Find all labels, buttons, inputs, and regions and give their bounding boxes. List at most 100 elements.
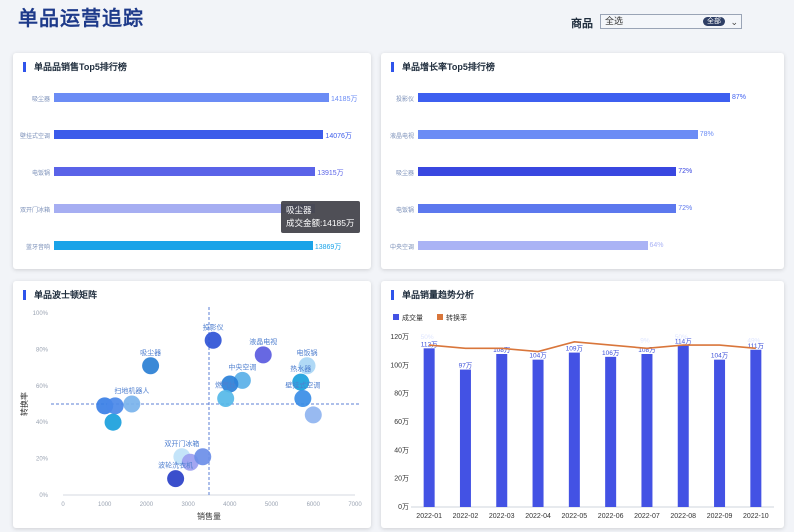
sales-top5-title: 单品品销售Top5排行榜 (23, 62, 127, 72)
point-label: 波轮洗衣机 (158, 461, 193, 470)
bar-value-label: 87% (732, 94, 747, 101)
x-tick-label: 0 (61, 502, 65, 508)
x-tick-label: 2022-09 (707, 513, 733, 520)
y-tick-label: 40% (36, 420, 49, 426)
bar-value-label: 97万 (459, 362, 473, 370)
x-tick-label: 2022-07 (634, 513, 660, 520)
volume-bar[interactable] (496, 354, 508, 507)
volume-bar[interactable] (677, 345, 689, 508)
filter-label: 商品 (571, 18, 593, 30)
volume-bar[interactable] (423, 348, 435, 507)
bar[interactable] (418, 130, 698, 139)
scatter-point[interactable] (123, 395, 141, 413)
product-filter-select[interactable]: 全选 全部 ⌄ (600, 14, 742, 29)
bar[interactable] (418, 167, 677, 176)
bar-value-label: 114万 (675, 338, 692, 346)
x-tick-label: 1000 (98, 502, 112, 508)
scatter-point[interactable] (298, 357, 316, 375)
point-label: 双开门冰箱 (164, 439, 199, 448)
tooltip-value: 14185万 (322, 218, 355, 228)
bar-value-label: 14185万 (331, 96, 358, 103)
category-label: 壁挂式空调 (19, 134, 50, 140)
scatter-point[interactable] (294, 390, 312, 408)
x-tick-label: 7000 (348, 502, 362, 508)
bar-value-label: 78% (699, 131, 714, 138)
point-label: 扫地机器人 (114, 386, 149, 395)
bar-value-label: 64% (649, 242, 664, 249)
tooltip-label: 成交金额: (286, 218, 323, 228)
bar-value-label: 108万 (493, 346, 511, 354)
trend-title: 单品销量趋势分析 (391, 290, 474, 300)
category-label: 投影仪 (395, 97, 414, 103)
bar[interactable] (54, 130, 324, 139)
volume-bar[interactable] (459, 369, 471, 507)
x-tick-label: 5000 (265, 502, 279, 508)
growth-top5-title: 单品增长率Top5排行榜 (391, 62, 495, 72)
bcg-scatter-chart: 0 1000 2000 3000 4000 5000 6000 7000 0% 20% 40% 60%… (19, 307, 362, 521)
scatter-point[interactable] (304, 406, 322, 424)
scatter-point[interactable] (142, 357, 160, 375)
y-tick-label: 80万 (394, 390, 409, 398)
bcg-matrix-panel: 单品波士顿矩阵 0 1000 2000 3000 4000 5000 6000 7000 0% 2… (13, 281, 371, 528)
scatter-point[interactable] (254, 346, 272, 364)
bar-value-label: 104万 (529, 352, 547, 360)
bar[interactable] (418, 241, 648, 250)
volume-bar[interactable] (750, 349, 762, 507)
bar-value-label: 13869万 (314, 244, 342, 251)
category-label: 中央空调 (389, 245, 414, 251)
category-label: 蓝牙音响 (25, 245, 50, 251)
point-label: 投影仪 (203, 322, 224, 331)
bar-value-label: 72% (678, 168, 693, 175)
y-tick-label: 60% (36, 384, 49, 390)
legend-swatch-line (437, 314, 443, 320)
scatter-point[interactable] (221, 375, 239, 393)
volume-bar[interactable] (605, 356, 617, 507)
scatter-point[interactable] (194, 448, 212, 466)
bcg-matrix-title: 单品波士顿矩阵 (23, 290, 97, 300)
x-tick-label: 3000 (181, 502, 195, 508)
bar[interactable] (54, 167, 316, 176)
category-label: 电饭锅 (31, 171, 50, 177)
x-tick-label: 2022-01 (416, 513, 442, 520)
line-value-label: 50% (675, 334, 688, 341)
x-tick-label: 2022-02 (453, 513, 479, 520)
point-label: 电饭锅 (297, 348, 318, 357)
filter-value: 全选 (605, 16, 624, 26)
y-axis-label: 转换率 (19, 392, 29, 416)
bar-value-label: 106万 (602, 349, 620, 357)
legend-label: 成交量 (402, 313, 423, 322)
scatter-point[interactable] (104, 413, 122, 431)
legend-label: 转换率 (446, 313, 467, 322)
scatter-point[interactable] (106, 397, 124, 415)
y-tick-label: 20% (36, 457, 49, 463)
bar[interactable] (418, 204, 677, 213)
chevron-down-icon[interactable]: ⌄ (730, 17, 738, 27)
x-tick-label: 2000 (140, 502, 154, 508)
bar-value-label: 104万 (711, 352, 729, 360)
y-tick-label: 20万 (394, 475, 409, 483)
conversion-rate-line (429, 341, 756, 353)
bar[interactable] (54, 204, 315, 213)
y-tick-label: 100% (33, 311, 49, 317)
volume-bar[interactable] (714, 359, 726, 507)
scatter-point[interactable] (167, 470, 185, 488)
x-tick-label: 2022-08 (670, 513, 696, 520)
bar[interactable] (418, 93, 730, 102)
bar-value-label: 13915万 (317, 170, 344, 177)
volume-bar[interactable] (532, 359, 544, 507)
bar[interactable] (54, 241, 313, 250)
scatter-point[interactable] (292, 373, 310, 391)
x-tick-label: 2022-10 (743, 513, 769, 520)
y-tick-label: 100万 (390, 361, 409, 369)
y-tick-label: 0万 (398, 503, 409, 511)
point-label: 液晶电视 (249, 337, 277, 346)
bar[interactable] (54, 93, 329, 102)
sales-top5-panel: 单品品销售Top5排行榜 吸尘器 14185万 壁挂式空调 14076万 电饭锅 1391… (13, 53, 371, 269)
scatter-point[interactable] (204, 331, 222, 349)
bar-value-label: 109万 (566, 345, 584, 353)
volume-bar[interactable] (641, 354, 653, 507)
scatter-point[interactable] (217, 390, 235, 408)
volume-bar[interactable] (568, 352, 580, 507)
bar-value-label: 108万 (638, 346, 656, 354)
filter-chip: 全部 (703, 17, 725, 26)
